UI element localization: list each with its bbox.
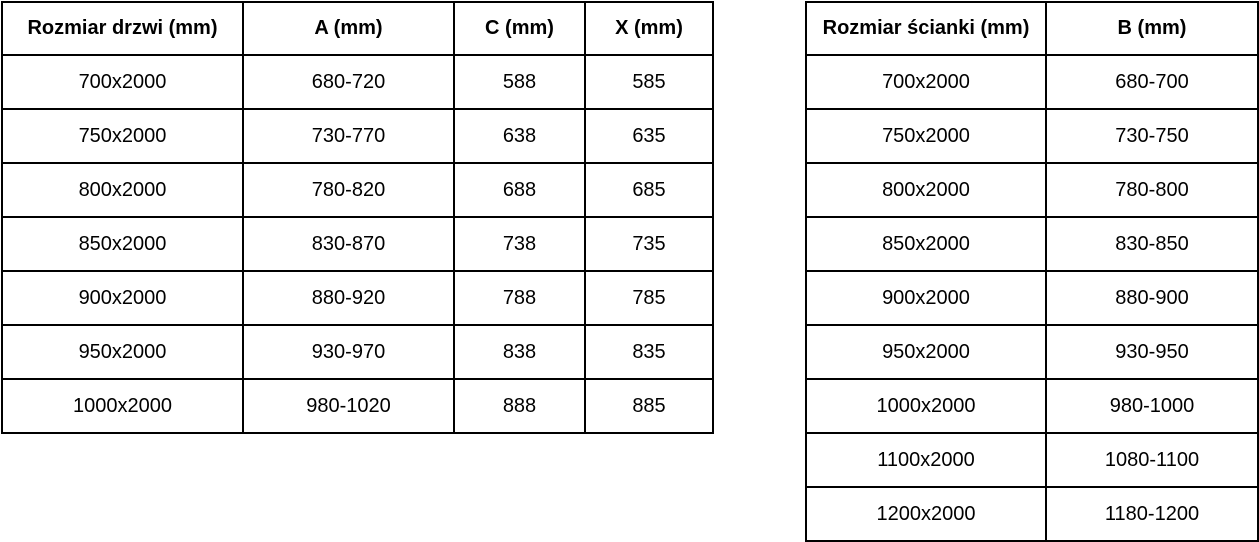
table-cell: 880-920 [242, 270, 455, 326]
wall-size-table-body: 700x2000 680-700 750x2000 730-750 800x2000 78… [805, 54, 1259, 542]
table-cell: 835 [584, 324, 714, 380]
header-row: Rozmiar ścianki (mm) B (mm) [805, 1, 1259, 56]
table-cell: 900x2000 [1, 270, 244, 326]
table-cell: 930-950 [1045, 324, 1259, 380]
table-cell: 585 [584, 54, 714, 110]
table-row: 700x2000 680-720 588 585 [1, 54, 714, 110]
table-cell: 738 [453, 216, 586, 272]
table-cell: 885 [584, 378, 714, 434]
table-cell: 1200x2000 [805, 486, 1047, 542]
table-cell: 788 [453, 270, 586, 326]
table-cell: 780-800 [1045, 162, 1259, 218]
table-cell: 950x2000 [1, 324, 244, 380]
table-cell: 980-1000 [1045, 378, 1259, 434]
wall-size-table: Rozmiar ścianki (mm) B (mm) 700x2000 680-7… [805, 1, 1259, 542]
door-size-table: Rozmiar drzwi (mm) A (mm) C (mm) X (mm) 700… [1, 1, 714, 434]
table-row: 1000x2000 980-1000 [805, 378, 1259, 434]
header-cell: B (mm) [1045, 1, 1259, 56]
table-row: 700x2000 680-700 [805, 54, 1259, 110]
table-cell: 638 [453, 108, 586, 164]
header-cell: Rozmiar drzwi (mm) [1, 1, 244, 56]
table-cell: 800x2000 [805, 162, 1047, 218]
table-cell: 680-700 [1045, 54, 1259, 110]
table-row: 850x2000 830-850 [805, 216, 1259, 272]
table-row: 1000x2000 980-1020 888 885 [1, 378, 714, 434]
table-cell: 750x2000 [1, 108, 244, 164]
header-cell: X (mm) [584, 1, 714, 56]
table-cell: 900x2000 [805, 270, 1047, 326]
table-row: 900x2000 880-920 788 785 [1, 270, 714, 326]
table-row: 1100x2000 1080-1100 [805, 432, 1259, 488]
table-row: 950x2000 930-950 [805, 324, 1259, 380]
table-cell: 838 [453, 324, 586, 380]
table-cell: 1180-1200 [1045, 486, 1259, 542]
table-cell: 888 [453, 378, 586, 434]
table-cell: 1080-1100 [1045, 432, 1259, 488]
table-cell: 930-970 [242, 324, 455, 380]
table-cell: 980-1020 [242, 378, 455, 434]
table-cell: 1100x2000 [805, 432, 1047, 488]
header-cell: Rozmiar ścianki (mm) [805, 1, 1047, 56]
table-cell: 750x2000 [805, 108, 1047, 164]
table-row: 750x2000 730-750 [805, 108, 1259, 164]
table-cell: 850x2000 [1, 216, 244, 272]
table-cell: 785 [584, 270, 714, 326]
door-size-table-header: Rozmiar drzwi (mm) A (mm) C (mm) X (mm) [1, 1, 714, 56]
door-size-table-body: 700x2000 680-720 588 585 750x2000 730-770 638 6… [1, 54, 714, 434]
header-cell: C (mm) [453, 1, 586, 56]
table-cell: 1000x2000 [1, 378, 244, 434]
table-row: 950x2000 930-970 838 835 [1, 324, 714, 380]
table-cell: 700x2000 [805, 54, 1047, 110]
table-row: 1200x2000 1180-1200 [805, 486, 1259, 542]
table-cell: 950x2000 [805, 324, 1047, 380]
table-cell: 800x2000 [1, 162, 244, 218]
table-row: 900x2000 880-900 [805, 270, 1259, 326]
wall-size-table-header: Rozmiar ścianki (mm) B (mm) [805, 1, 1259, 56]
table-row: 850x2000 830-870 738 735 [1, 216, 714, 272]
header-cell: A (mm) [242, 1, 455, 56]
table-cell: 588 [453, 54, 586, 110]
table-cell: 830-870 [242, 216, 455, 272]
table-cell: 730-770 [242, 108, 455, 164]
table-row: 750x2000 730-770 638 635 [1, 108, 714, 164]
table-cell: 850x2000 [805, 216, 1047, 272]
table-cell: 688 [453, 162, 586, 218]
table-row: 800x2000 780-800 [805, 162, 1259, 218]
table-cell: 880-900 [1045, 270, 1259, 326]
table-cell: 685 [584, 162, 714, 218]
table-row: 800x2000 780-820 688 685 [1, 162, 714, 218]
table-cell: 730-750 [1045, 108, 1259, 164]
table-cell: 680-720 [242, 54, 455, 110]
table-cell: 635 [584, 108, 714, 164]
table-cell: 780-820 [242, 162, 455, 218]
table-cell: 830-850 [1045, 216, 1259, 272]
table-cell: 1000x2000 [805, 378, 1047, 434]
table-cell: 735 [584, 216, 714, 272]
table-cell: 700x2000 [1, 54, 244, 110]
header-row: Rozmiar drzwi (mm) A (mm) C (mm) X (mm) [1, 1, 714, 56]
